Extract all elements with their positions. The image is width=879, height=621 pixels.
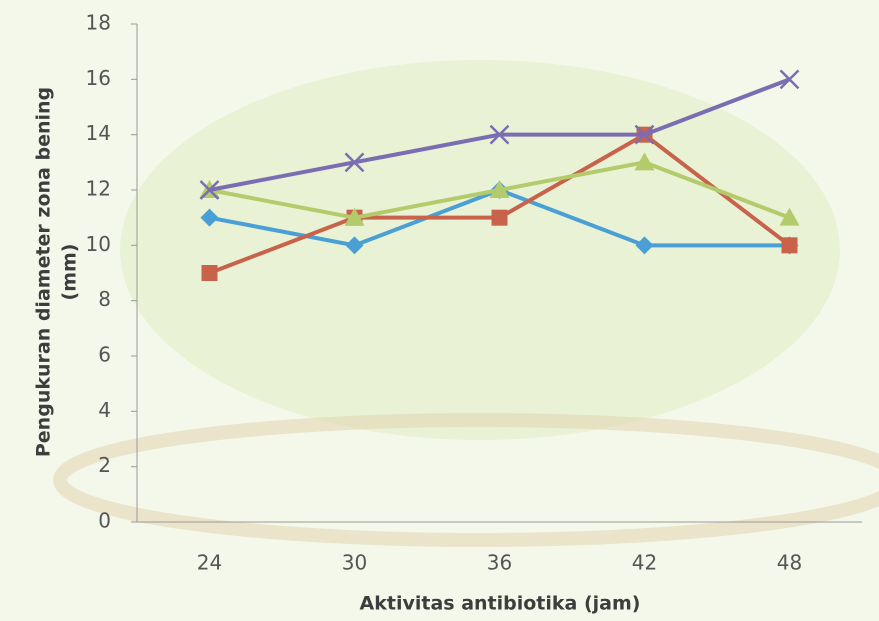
x-axis-title: Aktivitas antibiotika (jam) — [360, 593, 641, 615]
y-tick-label: 6 — [98, 343, 111, 367]
y-tick-label: 12 — [86, 177, 111, 201]
y-tick-label: 4 — [98, 398, 111, 422]
x-tick-label: 24 — [197, 551, 222, 575]
y-tick-label: 10 — [86, 232, 111, 256]
y-tick-label: 18 — [86, 11, 111, 35]
y-tick-label: 14 — [86, 121, 111, 145]
y-axis-title: Pengukuran diameter zona bening — [33, 87, 55, 457]
y-tick-label: 0 — [98, 509, 111, 533]
marker — [492, 210, 508, 226]
marker — [782, 237, 798, 253]
x-tick-label: 30 — [342, 551, 367, 575]
chart: Aktivitas antibiotika (jam) Pengukuran d… — [0, 0, 879, 621]
x-tick-label: 36 — [487, 551, 512, 575]
y-tick-label: 2 — [98, 453, 111, 477]
marker — [202, 265, 218, 281]
x-tick-label: 48 — [777, 551, 802, 575]
x-tick-label: 42 — [632, 551, 657, 575]
y-axis-title: (mm) — [59, 244, 81, 301]
y-tick-label: 8 — [98, 287, 111, 311]
y-tick-label: 16 — [86, 66, 111, 90]
watermark — [120, 60, 840, 440]
